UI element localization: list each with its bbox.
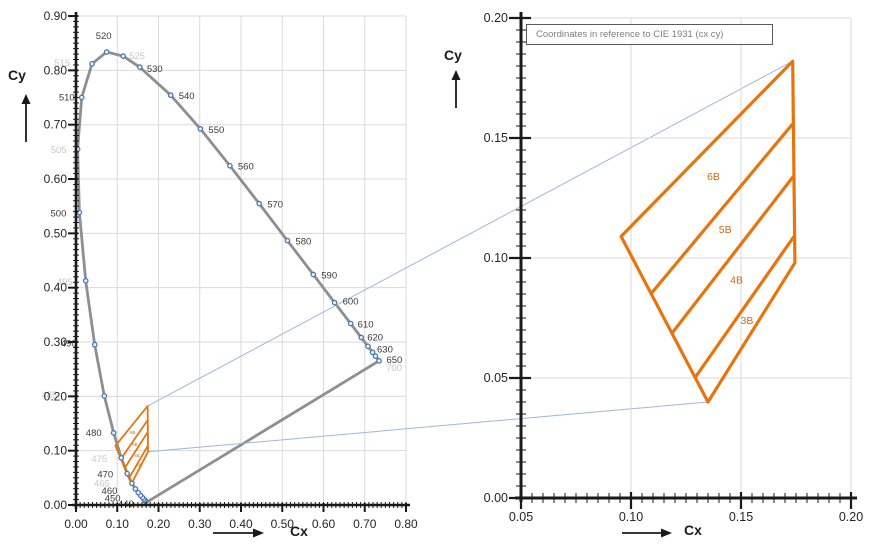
svg-text:0.10: 0.10 [44, 444, 68, 458]
right-chart-bin-region: 6B 5B 4B 3B [619, 59, 797, 404]
svg-text:0.50: 0.50 [44, 226, 68, 240]
svg-text:450: 450 [105, 493, 121, 504]
svg-text:0.10: 0.10 [619, 510, 643, 524]
svg-text:590: 590 [321, 271, 337, 282]
svg-text:0.70: 0.70 [44, 118, 68, 132]
left-chart-wavelength-labels: 4404504604654704754804854904955005055105… [41, 31, 402, 510]
svg-text:0.70: 0.70 [353, 517, 377, 531]
svg-text:0.20: 0.20 [839, 510, 863, 524]
svg-text:515: 515 [54, 58, 70, 69]
svg-text:0.20: 0.20 [44, 389, 68, 403]
svg-text:560: 560 [238, 162, 254, 173]
svg-text:0.05: 0.05 [484, 371, 508, 385]
svg-text:520: 520 [96, 31, 112, 42]
svg-text:650: 650 [386, 355, 402, 366]
reference-note-text: Coordinates in reference to CIE 1931 (cx… [536, 29, 724, 40]
svg-text:4B: 4B [134, 453, 140, 458]
svg-text:4B: 4B [730, 274, 743, 286]
axis-title-arrows [21, 70, 672, 538]
svg-text:0.00: 0.00 [484, 491, 508, 505]
svg-text:510: 510 [59, 92, 75, 103]
right-chart-gridlines [521, 17, 852, 498]
svg-text:550: 550 [208, 125, 224, 136]
svg-text:0.30: 0.30 [188, 517, 212, 531]
left-chart-bin-region: 6B 5B 4B 3B [114, 405, 149, 485]
svg-text:580: 580 [295, 237, 311, 248]
svg-text:495: 495 [57, 277, 73, 288]
svg-text:465: 465 [94, 478, 110, 489]
svg-text:700: 700 [386, 363, 402, 374]
left-chart-axes [68, 12, 410, 512]
svg-text:6B: 6B [130, 430, 136, 435]
svg-text:6B: 6B [707, 171, 720, 183]
left-chart-gridlines [76, 15, 407, 505]
svg-text:630: 630 [377, 344, 393, 355]
svg-text:0.20: 0.20 [484, 11, 508, 25]
svg-text:0.50: 0.50 [271, 517, 295, 531]
svg-text:0.40: 0.40 [44, 281, 68, 295]
svg-text:500: 500 [51, 208, 67, 219]
svg-text:525: 525 [129, 51, 145, 62]
svg-text:600: 600 [343, 297, 359, 308]
svg-text:570: 570 [267, 200, 283, 211]
left-chart-locus-markers [74, 49, 382, 505]
left-x-axis-title: Cx [290, 523, 308, 539]
svg-text:3B: 3B [741, 315, 754, 327]
svg-text:480: 480 [86, 428, 102, 439]
svg-text:0.10: 0.10 [484, 251, 508, 265]
svg-text:620: 620 [367, 333, 383, 344]
svg-text:5B: 5B [132, 442, 138, 447]
svg-text:530: 530 [147, 64, 163, 75]
right-chart-axes [509, 12, 857, 509]
svg-text:0.40: 0.40 [229, 517, 253, 531]
svg-text:0.15: 0.15 [729, 510, 753, 524]
svg-text:0.10: 0.10 [106, 517, 130, 531]
svg-text:470: 470 [97, 470, 113, 481]
svg-text:610: 610 [358, 320, 374, 331]
right-x-axis-title: Cx [684, 522, 702, 538]
svg-text:475: 475 [91, 454, 107, 465]
svg-text:0.30: 0.30 [44, 335, 68, 349]
right-y-axis-title: Cy [444, 47, 462, 63]
svg-text:485: 485 [41, 390, 57, 401]
right-chart-tick-labels: 0.05 0.10 0.15 0.200.000.050.100.150.20 [484, 11, 864, 524]
svg-text:5B: 5B [719, 224, 732, 236]
svg-text:0.90: 0.90 [44, 9, 68, 23]
svg-text:0.15: 0.15 [484, 131, 508, 145]
left-y-axis-title: Cy [8, 67, 26, 83]
svg-text:0.00: 0.00 [44, 498, 68, 512]
svg-text:540: 540 [179, 91, 195, 102]
svg-text:3B: 3B [136, 462, 142, 467]
zoom-connector-lines [147, 60, 793, 453]
svg-text:0.80: 0.80 [44, 63, 68, 77]
svg-text:0.60: 0.60 [44, 172, 68, 186]
svg-text:0.00: 0.00 [64, 517, 88, 531]
svg-text:0.60: 0.60 [312, 517, 336, 531]
svg-text:490: 490 [61, 339, 77, 350]
svg-text:460: 460 [102, 486, 118, 497]
reference-note-box: Coordinates in reference to CIE 1931 (cx… [526, 24, 773, 45]
svg-text:0.05: 0.05 [509, 510, 533, 524]
svg-text:0.20: 0.20 [147, 517, 171, 531]
svg-text:0.80: 0.80 [394, 517, 418, 531]
svg-text:505: 505 [51, 145, 67, 156]
left-chart-tick-labels: 0.00 0.10 0.20 0.30 0.40 0.50 0.60 0.70 0.80 0.00… [44, 9, 418, 531]
